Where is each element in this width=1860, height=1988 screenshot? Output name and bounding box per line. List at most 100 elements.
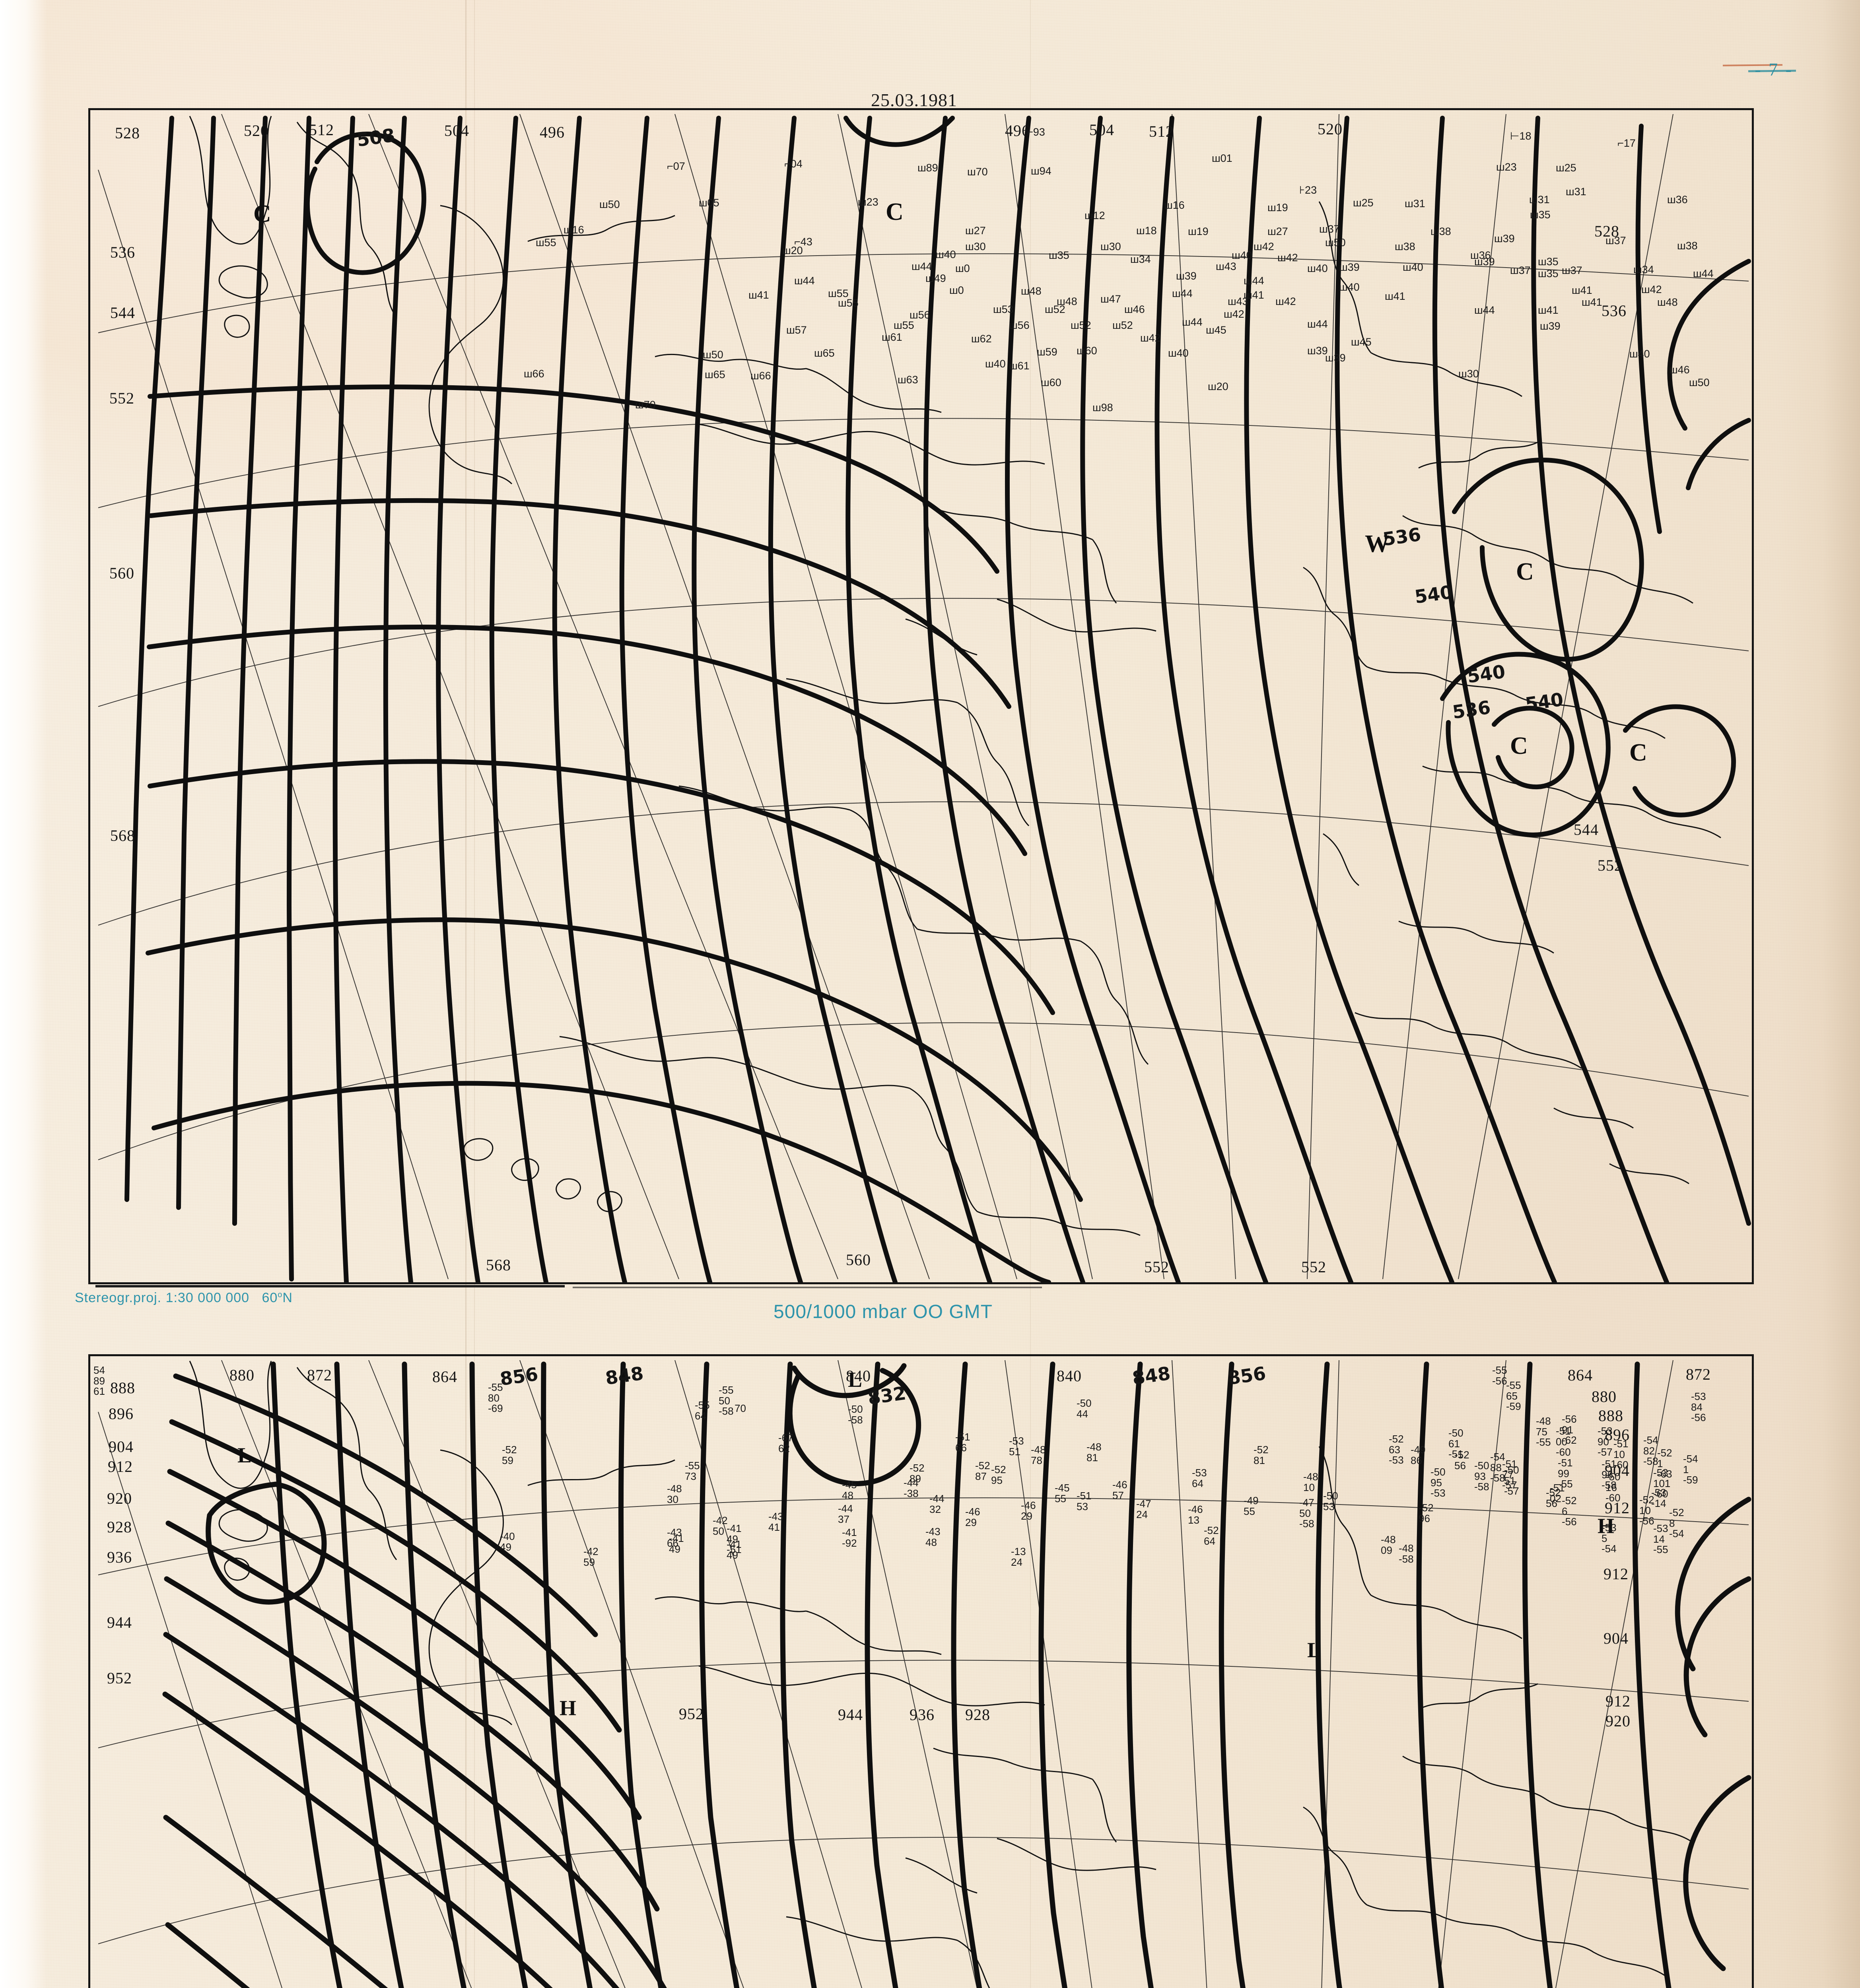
contour-label: 880 — [229, 1366, 255, 1384]
station-plot: -47 24 — [1136, 1499, 1151, 1520]
station-plot-line: 56 — [1546, 1497, 1557, 1509]
thickness-contours — [124, 116, 1751, 1282]
paper-fold-crease — [474, 0, 475, 1988]
station-plot: -67 62 — [778, 1433, 793, 1454]
station-plot: ш12 — [1085, 210, 1105, 221]
contour-label: 928 — [107, 1518, 132, 1536]
station-plot-line: -38 — [904, 1487, 919, 1499]
station-plot-line: -57 — [1598, 1446, 1613, 1458]
station-plot: ш38 — [1430, 225, 1451, 237]
contour-label: 864 — [1568, 1366, 1593, 1384]
station-plot: ш31 — [1566, 186, 1586, 198]
station-plot: ш50 — [703, 349, 723, 361]
station-plot: -54 82 -58 — [1643, 1435, 1658, 1467]
station-plot-line: -53 — [1653, 1522, 1668, 1534]
station-plot-line: 61 — [1448, 1437, 1460, 1450]
scale-bar-upper — [95, 1285, 565, 1287]
pressure-centre-marker: C — [1516, 558, 1534, 585]
station-plot: -52 95 — [991, 1464, 1006, 1485]
page-number: - 7 - — [1755, 59, 1793, 80]
station-plot: ш18 — [1136, 225, 1157, 237]
station-plot-line: -51 — [1550, 1482, 1565, 1494]
station-plot-line: -55 — [488, 1381, 503, 1393]
map-500-1000mbar: 528 520 512 504 496 496 504 512 520 536 544 552 560 5… — [88, 108, 1754, 1284]
station-plot-line: -55 — [719, 1384, 734, 1396]
contour-label: 952 — [679, 1705, 704, 1723]
station-plot: ш37 — [1562, 264, 1582, 276]
station-plot-line: 70 — [735, 1402, 746, 1414]
contour-label-handwritten: 856 — [498, 1363, 540, 1390]
station-plot: ш41 — [1538, 304, 1559, 316]
station-plot: -48 -58 — [1399, 1543, 1414, 1564]
contour-label: 944 — [107, 1613, 132, 1631]
station-plot: -54 88 -58 — [1490, 1452, 1505, 1483]
station-plot: ш44 — [1244, 275, 1264, 287]
station-plot: -52 1 -63 — [1657, 1448, 1672, 1479]
station-plot: -51 10 -60 — [1613, 1439, 1629, 1470]
contour-label: 936 — [107, 1548, 132, 1566]
station-plot-line: 8 — [1669, 1517, 1675, 1529]
station-plot-line: -14 — [1651, 1497, 1666, 1509]
station-plot: -50 61 -51 — [1448, 1428, 1464, 1460]
contour-label: 536 — [110, 243, 135, 261]
station-plot-line: 93 — [1474, 1470, 1486, 1482]
station-plot-line: -43 — [768, 1510, 783, 1522]
station-plot-line: 73 — [685, 1470, 696, 1482]
station-plot-line: -58 — [719, 1405, 734, 1417]
station-plot: ш0 — [949, 284, 964, 296]
station-plot: -50 51 -57 — [1504, 1465, 1519, 1497]
station-plot-line: -56 — [1691, 1411, 1706, 1424]
station-plot-line: 24 — [1011, 1556, 1022, 1568]
station-plot: ш39 — [1339, 261, 1360, 273]
projection-note-text: Stereogr.proj. 1:30 000 000 — [75, 1290, 250, 1305]
coastlines — [189, 116, 1721, 1236]
station-plot: -51 96 -58 — [1602, 1459, 1617, 1491]
station-plot: ⌐07 — [667, 160, 685, 172]
station-plot: ш20 — [782, 245, 803, 256]
station-plot: -42 50 — [713, 1515, 728, 1536]
station-plot-line: -51 — [1077, 1490, 1092, 1502]
station-plot: ш31 — [1405, 198, 1425, 210]
station-plot-line: -55 — [685, 1460, 700, 1472]
station-plot: -55 65 -59 — [1506, 1380, 1521, 1412]
station-plot-line: -45 — [842, 1479, 857, 1491]
station-plot: ш23 — [858, 196, 878, 208]
station-plot: -55 80 -69 — [488, 1382, 503, 1414]
station-plot: ш39 — [1474, 256, 1495, 268]
station-plot-line: -58 — [1299, 1518, 1314, 1530]
station-plot: -55 -56 — [1492, 1365, 1507, 1386]
paper-fold-crease — [465, 0, 466, 1988]
station-plot-line: 10 — [1639, 1504, 1651, 1516]
station-plot: ш44 — [794, 275, 815, 287]
station-plot-line: -48 — [1381, 1534, 1396, 1545]
station-plot-line: 10 — [1613, 1448, 1625, 1460]
station-plot-line: -92 — [842, 1537, 857, 1549]
station-plot: ш34 — [1633, 264, 1654, 276]
station-plot-line: -55 — [1558, 1478, 1573, 1490]
station-plot-line: -52 — [1419, 1502, 1434, 1514]
contour-label: 872 — [307, 1366, 332, 1384]
projection-latitude: 60 — [262, 1290, 278, 1305]
projection-lat-unit: N — [282, 1290, 293, 1305]
station-plot: ш40 — [1339, 281, 1360, 293]
station-plot: -41 49 — [727, 1539, 742, 1560]
station-plot-line: -50 — [1504, 1464, 1519, 1476]
scale-bar-upper-ext — [573, 1287, 1042, 1288]
station-plot: ш44 — [1172, 287, 1193, 299]
station-plot: ⌐17 — [1617, 137, 1636, 149]
station-plot: -52 96 — [1419, 1503, 1434, 1524]
station-plot: ш39 — [1325, 352, 1346, 364]
contour-label: 864 — [432, 1368, 457, 1386]
station-plot-line: 53 — [1077, 1500, 1088, 1512]
station-plot-line: 5 — [1602, 1532, 1607, 1544]
contour-label: 872 — [1686, 1365, 1711, 1383]
station-plot: -52 56 — [1546, 1487, 1561, 1508]
station-plot: ⌐04 — [784, 158, 803, 170]
station-plot: ш34 — [1130, 253, 1151, 265]
station-plot: -48 78 — [1031, 1444, 1046, 1466]
station-plot-line: -50 — [848, 1403, 863, 1415]
station-plot-line: -48 — [1303, 1471, 1318, 1483]
contour-label: 944 — [838, 1706, 863, 1724]
station-plot: ш65 — [814, 347, 835, 359]
station-plot-line: -53 — [1009, 1435, 1024, 1447]
